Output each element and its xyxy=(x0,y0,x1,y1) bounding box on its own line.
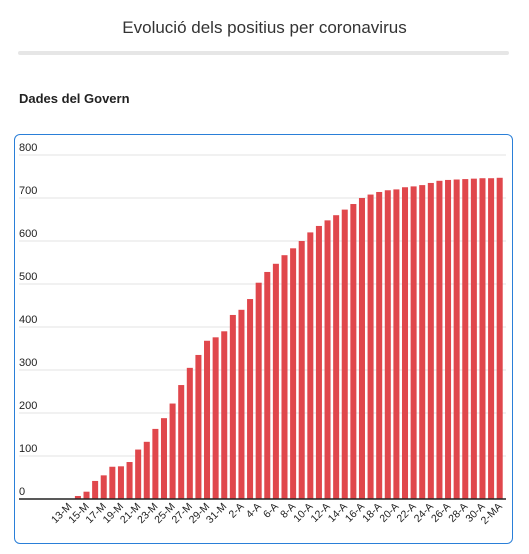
bar-14-M xyxy=(74,495,81,499)
bar-18-M xyxy=(109,466,116,499)
bar-11-A xyxy=(315,225,322,499)
x-tick-label: 6-A xyxy=(261,501,281,521)
bar-28-A xyxy=(462,179,469,499)
y-tick-label: 400 xyxy=(19,314,37,326)
chart-title: Evolució dels positius per coronavirus xyxy=(122,18,407,37)
bar-1-MA xyxy=(488,178,495,499)
x-tick-label: 4-A xyxy=(244,501,264,521)
bar-31-M xyxy=(221,331,228,499)
bar-15-M xyxy=(83,491,90,499)
bar-9-A xyxy=(298,241,305,499)
bar-24-M xyxy=(160,418,168,499)
y-tick-label: 100 xyxy=(19,443,37,455)
bar-28-M xyxy=(195,354,202,499)
bar-29-M xyxy=(204,340,211,499)
x-axis-ticks: 13-M15-M17-M19-M21-M23-M25-M27-M29-M31-M… xyxy=(49,501,505,527)
bar-27-A xyxy=(453,179,460,499)
bar-17-M xyxy=(100,475,107,499)
bar-25-A xyxy=(436,180,443,500)
bar-20-M xyxy=(126,462,133,499)
bar-22-A xyxy=(410,186,417,499)
bar-16-M xyxy=(92,480,99,499)
y-tick-label: 500 xyxy=(19,271,37,283)
bar-14-A xyxy=(341,209,348,500)
title-divider xyxy=(18,51,509,55)
y-tick-label: 800 xyxy=(19,142,37,154)
bar-21-A xyxy=(401,187,409,499)
bar-3-A xyxy=(247,299,254,499)
bar-5-A xyxy=(264,271,271,499)
bar-19-M xyxy=(117,466,124,499)
bar-13-A xyxy=(333,215,340,499)
bar-4-A xyxy=(255,282,262,499)
bar-12-A xyxy=(324,220,331,500)
bar-26-M xyxy=(178,385,185,499)
y-tick-label: 200 xyxy=(19,400,37,412)
bar-18-A xyxy=(376,191,383,500)
bar-30-A xyxy=(479,178,486,499)
bar-20-A xyxy=(393,189,400,499)
x-tick-label: 2-A xyxy=(227,501,247,521)
bar-23-A xyxy=(419,185,426,499)
bar-1-A xyxy=(229,314,236,499)
chart-subtitle: Dades del Govern xyxy=(19,91,130,106)
bar-23-M xyxy=(152,428,159,499)
bar-7-A xyxy=(281,255,288,499)
bar-8-A xyxy=(290,248,297,499)
y-axis-ticks: 0 100 200 300 400 500 600 700 800 xyxy=(19,142,37,498)
bar-25-M xyxy=(169,403,176,499)
bar-27-M xyxy=(186,367,193,499)
grid-lines xyxy=(19,154,506,457)
bar-6-A xyxy=(272,263,279,499)
y-tick-label: 0 xyxy=(19,486,25,498)
bar-16-A xyxy=(358,198,365,499)
bar-24-A xyxy=(427,182,434,499)
y-tick-label: 300 xyxy=(19,357,37,369)
bar-19-A xyxy=(384,190,391,499)
bar-22-M xyxy=(143,441,150,499)
bar-26-A xyxy=(445,179,452,499)
chart-container: 0 100 200 300 400 500 600 700 800 13-M 15-M 17-M 19… xyxy=(14,134,513,544)
x-tick-label: 31-M xyxy=(204,501,229,526)
bar-21-M xyxy=(135,449,142,499)
bar-30-M xyxy=(212,337,219,499)
bar-2-MA xyxy=(496,177,503,499)
positius-bar-chart: 0 100 200 300 400 500 600 700 800 13-M15-M17-M19… xyxy=(19,142,506,527)
bar-17-A xyxy=(367,194,374,499)
bar-2-A xyxy=(238,309,245,499)
bar-15-A xyxy=(350,204,357,499)
bars xyxy=(66,177,503,500)
bar-10-A xyxy=(307,232,314,499)
bar-29-A xyxy=(470,178,477,499)
y-tick-label: 600 xyxy=(19,228,37,240)
y-tick-label: 700 xyxy=(19,185,37,197)
